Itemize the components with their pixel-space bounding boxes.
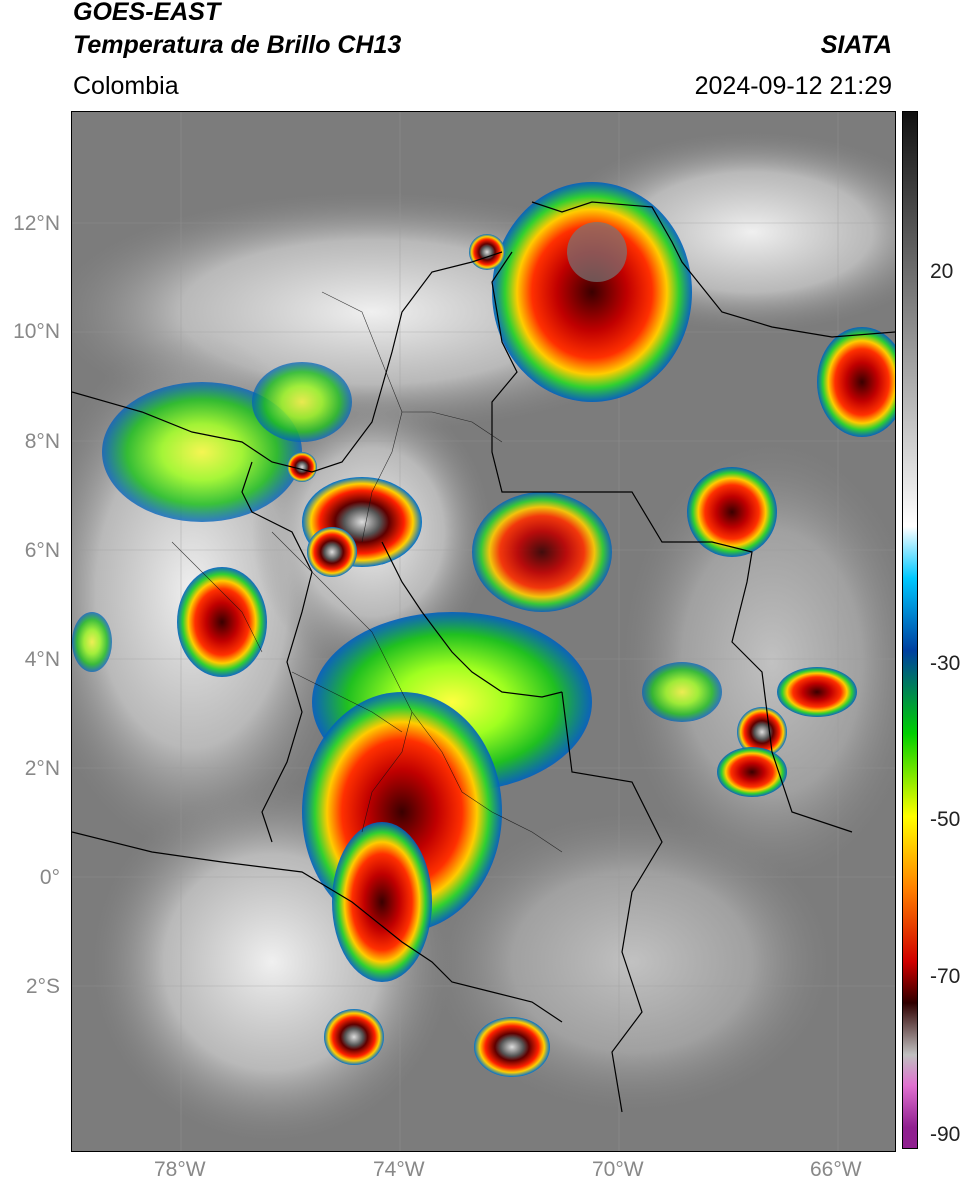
lat-label-2s: 2°S [25,975,60,998]
lat-label-4n: 4°N [24,648,60,671]
colorbar [902,111,918,1149]
convective-cells [72,182,895,1077]
lon-label-78w: 78°W [154,1158,206,1181]
lat-label-8n: 8°N [24,430,60,453]
colorbar-label-minus90: -90 [930,1123,961,1146]
satellite-image [72,112,895,1151]
lat-label-10n: 10°N [13,320,60,343]
region-label: Colombia [73,72,179,100]
product-title: Temperatura de Brillo CH13 [73,31,402,59]
lat-label-12n: 12°N [13,212,60,235]
colorbar-label-20: 20 [930,260,954,283]
satellite-title: GOES-EAST [73,0,221,26]
country-borders [72,201,895,1113]
colorbar-label-minus50: -50 [930,808,961,831]
satellite-map[interactable] [71,111,896,1152]
lon-label-66w: 66°W [810,1158,862,1181]
lat-label-2n: 2°N [24,757,60,780]
colorbar-label-minus70: -70 [930,965,961,988]
department-borders [171,291,563,853]
lat-label-0: 0° [39,866,60,889]
agency-label: SIATA [820,31,892,59]
colorbar-label-minus30: -30 [930,652,961,675]
lat-label-6n: 6°N [24,539,60,562]
lon-label-70w: 70°W [592,1158,644,1181]
datetime-label: 2024-09-12 21:29 [694,72,892,100]
lon-label-74w: 74°W [373,1158,425,1181]
